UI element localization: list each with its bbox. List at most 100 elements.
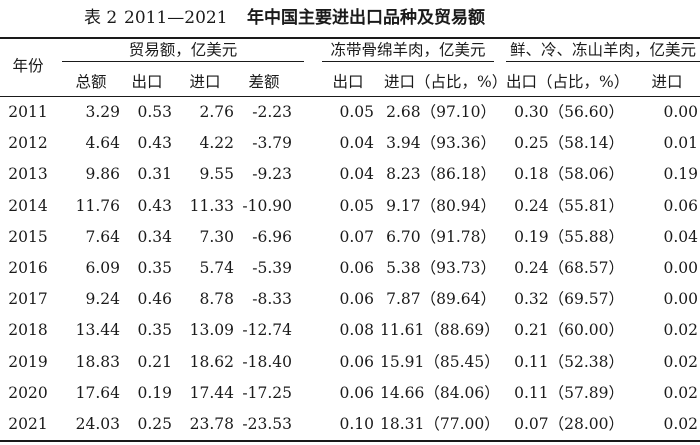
cell-g-export: 0.11（57.89）: [514, 383, 624, 402]
cell-import: 8.78: [199, 290, 234, 309]
cell-year: 2018: [8, 321, 48, 340]
cell-export: 0.46: [137, 290, 172, 309]
sub-header-export: 出口: [131, 73, 163, 91]
cell-year: 2014: [8, 196, 48, 215]
cell-diff: -23.53: [242, 415, 292, 433]
cell-s-export: 0.07: [339, 227, 374, 246]
cell-import: 9.55: [199, 165, 234, 184]
bottom-rule: [0, 440, 700, 442]
cell-g-import: 0.02: [663, 383, 698, 402]
cell-s-export: 0.05: [339, 103, 374, 121]
cell-export: 0.25: [137, 415, 172, 433]
cell-year: 2019: [8, 352, 48, 371]
cell-s-import: 9.17（80.94）: [386, 196, 496, 215]
cell-diff: -6.96: [252, 227, 292, 246]
cell-s-export: 0.06: [339, 352, 374, 371]
sub-header-goat-import: 进口: [651, 73, 683, 91]
cell-total: 9.86: [85, 165, 120, 184]
cell-s-import: 3.94（93.36）: [386, 134, 496, 153]
cell-export: 0.35: [137, 259, 172, 277]
cell-g-export: 0.32（69.57）: [514, 290, 624, 309]
cell-diff: -12.74: [242, 321, 292, 340]
cell-g-export: 0.21（60.00）: [514, 321, 624, 340]
cell-year: 2016: [8, 259, 48, 277]
cell-export: 0.34: [137, 227, 172, 246]
cell-s-import: 2.68（97.10）: [386, 103, 496, 121]
sub-header-sheep-export: 出口: [332, 73, 364, 91]
cell-diff: -18.40: [242, 352, 292, 371]
cell-s-import: 7.87（89.64）: [386, 290, 496, 309]
cell-s-export: 0.10: [339, 415, 374, 433]
cell-export: 0.43: [137, 196, 172, 215]
cell-year: 2020: [8, 383, 48, 402]
sub-header-goat-export: 出口（占比，%）: [506, 73, 630, 91]
table-years: 2011—2021: [124, 8, 228, 28]
cell-import: 17.44: [189, 383, 234, 402]
cell-g-export: 0.18（58.06）: [514, 165, 624, 184]
cell-total: 3.29: [85, 103, 120, 121]
sub-header-diff: 差额: [248, 73, 280, 91]
cell-s-export: 0.04: [339, 165, 374, 184]
cell-export: 0.21: [137, 352, 172, 371]
header-year: 年份: [12, 57, 44, 75]
cell-total: 6.09: [85, 259, 120, 277]
cell-total: 4.64: [85, 134, 120, 153]
cell-year: 2015: [8, 227, 48, 246]
cell-import: 11.33: [189, 196, 234, 215]
cell-g-import: 0.02: [663, 415, 698, 433]
cell-s-export: 0.04: [339, 134, 374, 153]
cell-s-import: 14.66（84.06）: [380, 383, 500, 402]
cell-year: 2017: [8, 290, 48, 309]
cell-diff: -9.23: [252, 165, 292, 184]
cell-year: 2021: [8, 415, 48, 433]
cell-export: 0.19: [137, 383, 172, 402]
cell-s-export: 0.08: [339, 321, 374, 340]
top-rule: [0, 37, 700, 39]
cell-s-export: 0.06: [339, 383, 374, 402]
cell-g-import: 0.06: [663, 196, 698, 215]
cell-s-export: 0.06: [339, 259, 374, 277]
cell-total: 18.83: [75, 352, 120, 371]
cell-s-import: 8.23（86.18）: [386, 165, 496, 184]
cell-import: 4.22: [199, 134, 234, 153]
cell-export: 0.31: [137, 165, 172, 184]
cell-g-import: 0.02: [663, 321, 698, 340]
sub-header-import: 进口: [189, 73, 221, 91]
cell-s-import: 15.91（85.45）: [380, 352, 500, 371]
cell-s-import: 5.38（93.73）: [386, 259, 496, 277]
cell-g-export: 0.19（55.88）: [514, 227, 624, 246]
cell-total: 13.44: [75, 321, 120, 340]
cell-diff: -8.33: [252, 290, 292, 309]
group1-underline: [62, 61, 304, 62]
cell-diff: -10.90: [242, 196, 292, 215]
cell-export: 0.43: [137, 134, 172, 153]
cell-year: 2011: [8, 103, 48, 121]
group3-underline: [506, 61, 700, 62]
cell-s-import: 6.70（91.78）: [386, 227, 496, 246]
cell-diff: -3.79: [252, 134, 292, 153]
cell-g-export: 0.25（58.14）: [514, 134, 624, 153]
header-rule: [0, 96, 700, 97]
cell-import: 7.30: [199, 227, 234, 246]
cell-total: 24.03: [75, 415, 120, 433]
cell-export: 0.35: [137, 321, 172, 340]
cell-export: 0.53: [137, 103, 172, 121]
cell-s-export: 0.06: [339, 290, 374, 309]
cell-g-export: 0.30（56.60）: [514, 103, 624, 121]
sub-header-sheep-import: 进口（占比，%）: [384, 73, 508, 91]
cell-import: 13.09: [189, 321, 234, 340]
cell-import: 5.74: [199, 259, 234, 277]
cell-g-import: 0.02: [663, 352, 698, 371]
cell-s-import: 18.31（77.00）: [380, 415, 500, 433]
cell-diff: -17.25: [242, 383, 292, 402]
cell-import: 2.76: [199, 103, 234, 121]
table-title: 年中国主要进出口品种及贸易额: [247, 8, 485, 28]
cell-year: 2013: [8, 165, 48, 184]
sub-header-total: 总额: [75, 73, 107, 91]
table-number: 表 2: [84, 8, 118, 28]
cell-total: 17.64: [75, 383, 120, 402]
cell-import: 23.78: [189, 415, 234, 433]
cell-g-export: 0.24（68.57）: [514, 259, 624, 277]
table-caption: 表 2 2011—2021 年中国主要进出口品种及贸易额: [0, 0, 700, 36]
cell-g-import: 0.00: [663, 290, 698, 309]
